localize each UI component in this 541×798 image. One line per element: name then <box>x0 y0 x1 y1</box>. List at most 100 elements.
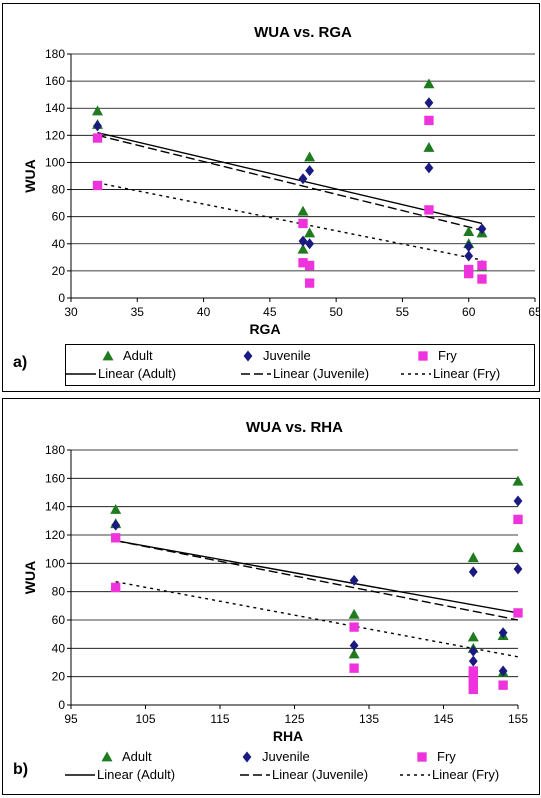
y-axis-label-1: WUA <box>22 561 38 594</box>
data-point-0-0-0 <box>92 105 104 116</box>
data-point-0-2-3 <box>298 258 308 268</box>
x-tick-label-1-2: 115 <box>210 712 229 726</box>
y-tick-label-1-5: 100 <box>45 556 65 570</box>
y-tick-label-1-9: 180 <box>45 443 65 457</box>
x-tick-label-0-7: 65 <box>528 305 539 319</box>
legend-trend-1-0: Linear (Adult) <box>65 767 175 782</box>
legend-a: Adult Juvenile Fry Linear (Adult) Linear (Ju… <box>65 344 535 386</box>
data-point-0-2-9 <box>464 268 474 279</box>
legend-marker-svg-0-2 <box>418 350 428 361</box>
x-tick-label-1-6: 155 <box>508 712 528 726</box>
legend-marker-svg-0-0 <box>102 350 114 360</box>
y-tick-label-0-1: 20 <box>52 264 66 278</box>
chart-b-svg: WUA vs. RHA 0 20 40 60 80 100 120 140 160 180 95 105… <box>22 419 528 744</box>
data-point-1-2-0 <box>111 533 121 543</box>
legend-line-svg-0-1 <box>241 372 271 375</box>
data-point-0-1-4 <box>305 238 315 250</box>
data-point-0-1-8 <box>464 250 474 262</box>
y-tick-label-1-6: 120 <box>45 528 65 542</box>
x-axis-label-1: RHA <box>273 728 303 744</box>
legend-item-0-0: Adult <box>101 348 153 363</box>
data-point-0-2-2 <box>298 218 308 229</box>
legend-trend-0-1: Linear (Juvenile) <box>241 366 369 381</box>
data-point-0-2-5 <box>304 278 315 288</box>
data-point-1-2-2 <box>349 622 359 632</box>
data-point-0-0-7 <box>423 142 435 152</box>
legend-label-0-1: Juvenile <box>263 348 311 363</box>
data-point-0-1-3 <box>305 165 315 177</box>
data-point-1-2-3 <box>349 663 359 673</box>
y-tick-label-0-2: 40 <box>52 237 66 251</box>
legend-label-1-0: Adult <box>122 749 152 764</box>
legend-marker-svg-1-2 <box>417 751 427 762</box>
legend-trend-label-1-1: Linear (Juvenile) <box>272 767 369 782</box>
y-tick-label-0-9: 180 <box>45 47 65 61</box>
legend-trend-label-0-1: Linear (Juvenile) <box>273 366 370 381</box>
y-tick-label-1-1: 20 <box>52 670 66 684</box>
legend-item-1-0: Adult <box>100 749 152 764</box>
x-tick-label-0-5: 55 <box>396 305 410 319</box>
y-tick-label-1-3: 60 <box>52 613 66 627</box>
y-tick-label-1-7: 140 <box>45 500 65 514</box>
chart-panel-a: WUA vs. RGA 0 20 40 60 80 100 120 140 160 180 30 35 4… <box>2 3 540 392</box>
data-point-0-0-4 <box>304 151 316 162</box>
data-point-1-2-11 <box>513 608 523 618</box>
x-tick-label-0-3: 45 <box>263 305 277 319</box>
legend-item-1-2: Fry <box>415 749 456 764</box>
data-point-1-1-6 <box>498 627 508 639</box>
legend-trend-label-1-0: Linear (Adult) <box>97 767 176 782</box>
legend-marker-svg-1-1 <box>242 751 252 762</box>
data-point-1-0-10 <box>512 542 524 553</box>
data-point-0-2-4 <box>304 260 315 271</box>
legend-marker-0-0 <box>102 350 114 360</box>
data-point-0-2-7 <box>424 205 434 215</box>
data-point-0-1-9 <box>477 223 487 235</box>
trendline-1-2 <box>115 581 519 658</box>
data-point-0-2-6 <box>424 115 434 126</box>
data-point-1-0-5 <box>467 631 479 642</box>
data-point-1-0-3 <box>348 648 360 659</box>
x-tick-label-0-6: 60 <box>462 305 476 319</box>
x-tick-label-0-4: 50 <box>329 305 343 319</box>
legend-line-svg-0-2 <box>401 372 431 375</box>
chart-panel-b: WUA vs. RHA 0 20 40 60 80 100 120 140 160 180 95 105… <box>2 398 540 795</box>
data-point-0-1-0 <box>93 120 102 132</box>
data-point-0-1-7 <box>464 240 474 252</box>
y-tick-label-0-4: 80 <box>52 183 66 197</box>
chart-title-1: WUA vs. RHA <box>246 419 343 436</box>
x-tick-label-1-1: 105 <box>135 712 155 726</box>
data-point-1-0-2 <box>348 608 360 619</box>
legend-b: Adult Juvenile Fry Linear (Adult) Linear (Ju… <box>65 746 533 786</box>
y-tick-label-1-8: 160 <box>45 471 65 485</box>
y-tick-label-0-7: 140 <box>45 101 65 115</box>
data-point-1-1-9 <box>513 563 523 575</box>
data-point-1-2-8 <box>468 684 478 695</box>
data-point-0-0-8 <box>463 226 475 236</box>
legend-item-0-2: Fry <box>416 348 457 363</box>
data-point-0-1-2 <box>298 235 308 247</box>
y-tick-label-1-0: 0 <box>58 698 65 712</box>
x-tick-label-1-4: 135 <box>359 712 379 726</box>
chart-a-svg: WUA vs. RGA 0 20 40 60 80 100 120 140 160 180 30 35 4… <box>22 24 539 337</box>
data-point-1-1-7 <box>498 665 508 677</box>
x-tick-label-1-5: 145 <box>433 712 453 726</box>
data-point-1-1-1 <box>349 574 359 586</box>
x-tick-label-0-1: 35 <box>131 305 145 319</box>
data-point-1-0-4 <box>467 552 479 563</box>
chart-title-0: WUA vs. RGA <box>254 24 352 41</box>
legend-marker-svg-0-1 <box>243 350 253 361</box>
data-point-0-0-3 <box>297 243 309 254</box>
y-tick-label-0-3: 60 <box>52 210 66 224</box>
data-point-1-2-9 <box>498 680 508 690</box>
x-tick-label-1-3: 125 <box>284 712 304 726</box>
legend-item-0-1: Juvenile <box>241 348 311 363</box>
data-point-0-0-6 <box>423 78 435 89</box>
data-point-1-2-1 <box>111 582 121 593</box>
legend-marker-1-2 <box>417 751 427 762</box>
legend-trend-label-1-2: Linear (Fry) <box>432 767 500 782</box>
y-tick-label-0-8: 160 <box>45 74 65 88</box>
x-tick-label-0-2: 40 <box>197 305 211 319</box>
legend-marker-0-1 <box>243 350 253 361</box>
data-point-0-1-5 <box>424 97 434 109</box>
trendline-1-1 <box>115 539 519 621</box>
